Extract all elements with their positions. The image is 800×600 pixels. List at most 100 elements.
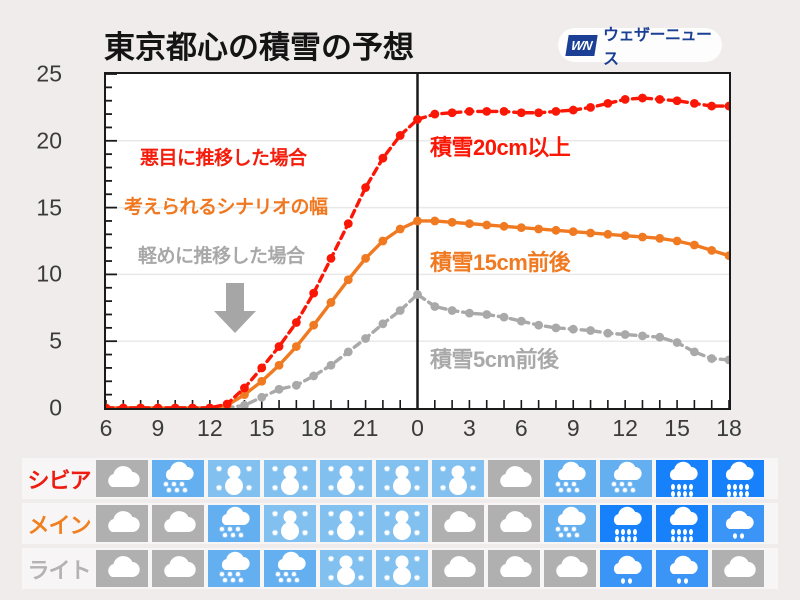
- data-point: [188, 403, 197, 408]
- weather-row-label-severe: シビア: [27, 467, 91, 493]
- svg-text:✹: ✹: [571, 525, 578, 534]
- data-point: [361, 183, 370, 192]
- data-point: [707, 101, 717, 111]
- annotation-scenario-range: 考えられるシナリオの幅: [124, 197, 328, 218]
- data-point: [534, 108, 544, 118]
- weather-row-severe: シビア ✹ ✹ ✹ ✹ ✹ ✹ ✹ ✹ ✹ ✹ ✹ ✹ ✹ ✹ ✹ ✹ ✹ ✹ ✹ ✹ ✹ ✹ ✹ ✹ ✹ ✹ ✹ ✹ ✹ ✹ ✹ ✹ ✹ ✹ ✹ ✹ ✹…: [22, 458, 778, 499]
- snowman-icon: ✹ ✹ ✹ ✹: [264, 460, 316, 497]
- data-point: [274, 384, 284, 394]
- cloud-icon: [432, 550, 484, 587]
- data-point: [343, 347, 353, 357]
- svg-text:✹: ✹: [327, 554, 335, 564]
- svg-text:✹: ✹: [413, 573, 421, 583]
- data-point: [620, 231, 630, 241]
- cloud-icon: [96, 460, 148, 497]
- svg-text:✹: ✹: [413, 528, 421, 538]
- page-title: 東京都心の積雪の予想: [104, 30, 414, 65]
- data-point: [309, 320, 319, 330]
- annotation-light-scenario: 軽めに推移した場合: [138, 246, 305, 267]
- svg-text:✹: ✹: [413, 483, 421, 493]
- snowcloud-icon: ✹ ✹ ✹ ✹ ✹ ✹: [208, 550, 260, 587]
- data-point: [655, 94, 665, 104]
- data-point: [516, 223, 526, 233]
- svg-text:✹: ✹: [327, 528, 335, 538]
- data-point: [482, 220, 492, 230]
- data-point: [106, 403, 111, 408]
- cloud-icon: [544, 550, 596, 587]
- data-point: [153, 403, 163, 408]
- x-axis-tick-label: 21: [352, 415, 379, 441]
- data-point: [551, 107, 561, 116]
- y-axis-tick-label: 25: [36, 60, 62, 87]
- svg-text:✹: ✹: [357, 509, 365, 519]
- x-axis-tick-label: 18: [716, 415, 742, 441]
- data-point: [516, 316, 526, 326]
- x-axis-tick-label: 6: [514, 415, 528, 441]
- data-point: [222, 399, 232, 408]
- svg-text:✹: ✹: [555, 525, 562, 534]
- svg-text:✹: ✹: [219, 525, 226, 534]
- svg-text:✹: ✹: [627, 480, 634, 489]
- data-point: [499, 312, 509, 322]
- data-point: [343, 219, 353, 229]
- svg-text:✹: ✹: [245, 483, 253, 493]
- cloud-icon: [152, 550, 204, 587]
- data-point: [257, 376, 267, 386]
- snowman-icon: ✹ ✹ ✹ ✹: [320, 460, 372, 497]
- cloud-icon: [152, 505, 204, 542]
- svg-text:✹: ✹: [291, 570, 298, 579]
- svg-text:✹: ✹: [566, 531, 573, 540]
- snowman-icon: ✹ ✹ ✹ ✹: [320, 550, 372, 587]
- data-point: [378, 153, 388, 163]
- svg-text:✹: ✹: [563, 525, 570, 534]
- weather-row-label-main: メイン: [27, 512, 91, 538]
- data-point: [274, 360, 284, 370]
- data-point: [568, 105, 578, 115]
- svg-text:✹: ✹: [230, 531, 237, 540]
- data-point: [655, 233, 665, 243]
- data-point: [482, 107, 492, 116]
- data-point: [551, 225, 561, 235]
- svg-text:✹: ✹: [413, 464, 421, 474]
- snowman-icon: ✹ ✹ ✹ ✹: [376, 550, 428, 587]
- y-axis-tick-label: 0: [49, 394, 62, 421]
- svg-text:✹: ✹: [357, 528, 365, 538]
- data-point: [326, 253, 336, 263]
- x-axis-tick-label: 0: [411, 415, 424, 441]
- svg-text:✹: ✹: [294, 576, 301, 585]
- svg-text:✹: ✹: [383, 509, 391, 519]
- svg-text:✹: ✹: [383, 464, 391, 474]
- svg-text:✹: ✹: [278, 576, 285, 585]
- y-axis-tick-label: 20: [36, 127, 62, 154]
- svg-text:✹: ✹: [215, 464, 223, 474]
- svg-text:✹: ✹: [235, 525, 242, 534]
- svg-text:✹: ✹: [245, 464, 253, 474]
- data-point: [326, 360, 336, 370]
- data-point: [395, 306, 405, 315]
- snowcloud-icon: ✹ ✹ ✹ ✹ ✹ ✹: [152, 460, 204, 497]
- svg-text:✹: ✹: [383, 483, 391, 493]
- svg-text:✹: ✹: [619, 480, 626, 489]
- data-point: [603, 229, 613, 239]
- data-point: [672, 96, 682, 106]
- data-point: [724, 251, 729, 261]
- data-point: [309, 288, 319, 298]
- svg-text:✹: ✹: [566, 486, 573, 495]
- data-point: [638, 331, 647, 341]
- data-point: [672, 236, 682, 246]
- svg-text:✹: ✹: [571, 480, 578, 489]
- data-point: [257, 392, 267, 402]
- data-point: [361, 253, 370, 263]
- svg-text:✹: ✹: [166, 486, 173, 495]
- snowman-icon: ✹ ✹ ✹ ✹: [376, 505, 428, 542]
- data-point: [516, 108, 526, 118]
- data-point: [620, 94, 630, 104]
- svg-text:✹: ✹: [238, 576, 245, 585]
- data-point: [482, 310, 492, 319]
- data-point: [638, 232, 647, 242]
- data-point: [240, 383, 249, 393]
- y-axis-tick-label: 10: [36, 260, 62, 287]
- svg-text:✹: ✹: [301, 483, 309, 493]
- cloud-icon: [488, 550, 540, 587]
- svg-text:✹: ✹: [357, 483, 365, 493]
